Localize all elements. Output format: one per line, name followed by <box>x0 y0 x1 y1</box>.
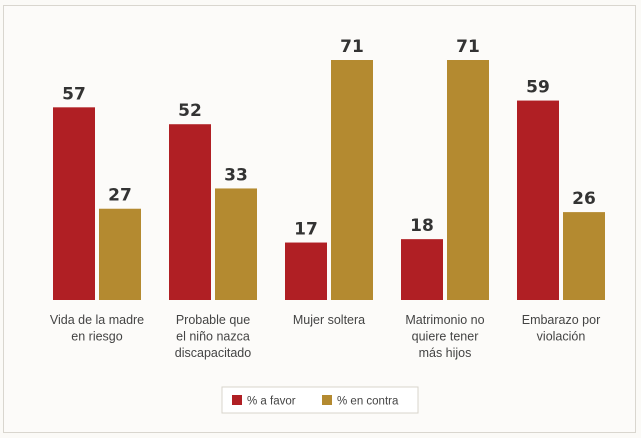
legend-swatch <box>232 395 242 405</box>
legend-swatch <box>322 395 332 405</box>
bar <box>331 60 373 300</box>
bar <box>285 242 327 300</box>
category-label: quiere tener <box>412 330 479 344</box>
bar <box>169 124 211 301</box>
data-label: 71 <box>456 37 480 57</box>
data-label: 59 <box>526 78 550 98</box>
category-label: discapacitado <box>175 346 251 360</box>
bar <box>53 107 95 300</box>
category-label: Matrimonio no <box>405 313 484 327</box>
data-label: 52 <box>178 101 202 121</box>
data-label: 26 <box>572 189 596 209</box>
category-label: Vida de la madre <box>50 313 144 327</box>
category-label: Mujer soltera <box>293 313 365 327</box>
data-label: 57 <box>62 84 86 104</box>
bar <box>401 239 443 300</box>
data-label: 18 <box>410 216 434 236</box>
data-label: 71 <box>340 37 364 57</box>
legend-label: % a favor <box>247 396 296 408</box>
bar <box>517 100 559 300</box>
data-label: 17 <box>294 220 318 240</box>
bar <box>447 60 489 300</box>
bar <box>563 212 605 300</box>
category-label: en riesgo <box>71 330 122 344</box>
legend-box <box>221 386 419 414</box>
category-label: Embarazo por <box>522 313 601 327</box>
category-label: más hijos <box>419 346 472 360</box>
bar <box>99 208 141 300</box>
category-label: el niño nazca <box>176 330 250 344</box>
bar <box>215 188 257 300</box>
category-label: violación <box>537 330 586 344</box>
category-label: Probable que <box>176 313 250 327</box>
legend-label: % en contra <box>337 396 399 408</box>
data-label: 33 <box>224 165 248 185</box>
data-label: 27 <box>108 186 132 206</box>
